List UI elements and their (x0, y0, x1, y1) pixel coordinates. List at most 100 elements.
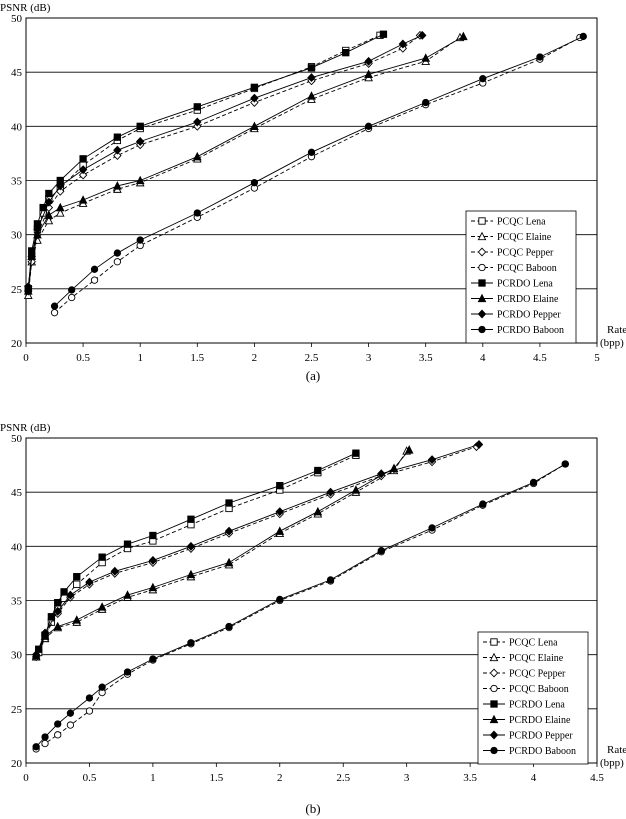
data-point (422, 98, 430, 107)
data-point (33, 224, 42, 234)
legend-marker (477, 309, 487, 319)
data-point (45, 189, 53, 198)
legend-box (477, 631, 589, 765)
data-point (275, 507, 284, 517)
x-tick-label: 1.5 (209, 772, 223, 784)
data-point (136, 236, 144, 244)
data-point (148, 582, 158, 592)
x-tick-label: 2 (277, 772, 283, 784)
legend-box (465, 210, 577, 344)
legend-marker (477, 247, 487, 257)
series-pcrdo-pepper (24, 30, 427, 292)
data-point (41, 739, 49, 748)
data-point (418, 30, 427, 40)
data-point (352, 449, 360, 457)
x-axis-unit: (bpp) (600, 337, 624, 349)
data-point (351, 485, 361, 494)
data-point (85, 577, 94, 587)
data-point (72, 615, 82, 624)
x-tick-label: 0 (23, 772, 29, 784)
data-point (224, 557, 234, 567)
legend-label: PCRDO Pepper (497, 310, 561, 321)
y-tick-label: 40 (11, 541, 23, 553)
legend-marker (489, 714, 499, 724)
series-line (35, 444, 480, 655)
data-point (250, 179, 259, 187)
data-point (136, 122, 144, 130)
data-point (479, 75, 487, 83)
series-line (35, 450, 408, 657)
data-point (135, 175, 145, 185)
x-tick-label: 4 (531, 772, 537, 784)
y-tick-label: 45 (11, 487, 23, 499)
data-point (44, 210, 54, 219)
data-point (326, 576, 335, 584)
data-point (421, 53, 431, 62)
data-point (113, 258, 122, 266)
legend-marker (490, 700, 498, 708)
x-tick-label: 3.5 (419, 352, 433, 364)
data-point (377, 469, 386, 479)
x-tick-label: 2 (252, 352, 258, 364)
data-point (54, 720, 62, 728)
data-point (123, 590, 132, 599)
x-tick-label: 1 (150, 772, 156, 784)
series-line (27, 34, 421, 292)
data-point (187, 515, 195, 523)
legend-marker (489, 730, 499, 740)
series-pcqc-lena (35, 451, 360, 657)
y-tick-label: 25 (11, 704, 23, 716)
data-point (98, 683, 106, 691)
data-point (364, 69, 373, 78)
x-axis-label: Rate (607, 324, 626, 336)
data-point (186, 541, 196, 551)
x-tick-label: 3 (404, 772, 410, 784)
series-line (38, 452, 357, 650)
series-pcrdo-lena (35, 449, 360, 653)
chart-caption: (b) (305, 801, 320, 816)
x-tick-label: 1 (137, 352, 143, 364)
legend-label: PCRDO Elaine (497, 294, 559, 305)
data-point (364, 122, 373, 130)
legend-marker (490, 746, 498, 755)
data-point (529, 478, 538, 487)
data-point (32, 743, 40, 751)
data-point (307, 148, 316, 156)
data-point (50, 309, 59, 317)
data-point (66, 590, 75, 600)
data-point (90, 265, 99, 273)
legend-label: PCRDO Baboon (509, 746, 576, 757)
data-point (123, 668, 132, 676)
data-point (54, 731, 62, 739)
series-pcqc-elaine (31, 446, 412, 661)
legend: PCQC Lena PCQC Elaine PCQC Pepper PCQC Babo… (465, 210, 577, 344)
data-point (250, 93, 259, 103)
data-point (313, 506, 323, 516)
data-point (44, 215, 54, 225)
legend-label: PCRDO Elaine (509, 715, 571, 726)
x-tick-label: 2.5 (305, 352, 319, 364)
data-point (78, 170, 88, 180)
legend-marker (477, 293, 487, 303)
x-tick-label: 5 (594, 352, 600, 364)
data-point (276, 595, 284, 604)
data-point (66, 721, 75, 729)
data-point (193, 117, 202, 127)
y-tick-label: 50 (11, 13, 23, 25)
data-point (113, 151, 122, 161)
y-tick-label: 35 (11, 176, 23, 188)
x-tick-label: 0.5 (76, 352, 90, 364)
data-point (193, 209, 201, 217)
data-point (276, 482, 284, 490)
data-point (579, 32, 587, 41)
data-point (275, 526, 285, 535)
legend: PCQC Lena PCQC Elaine PCQC Pepper PCQC Babo… (477, 631, 589, 765)
x-tick-label: 4 (480, 352, 486, 364)
series-line (27, 37, 461, 296)
chart-caption: (a) (306, 368, 320, 383)
series-line (35, 449, 410, 656)
legend-label: PCQC Lena (509, 638, 558, 649)
legend-label: PCRDO Lena (509, 700, 565, 711)
y-tick-label: 40 (11, 121, 23, 133)
data-point (68, 286, 76, 294)
